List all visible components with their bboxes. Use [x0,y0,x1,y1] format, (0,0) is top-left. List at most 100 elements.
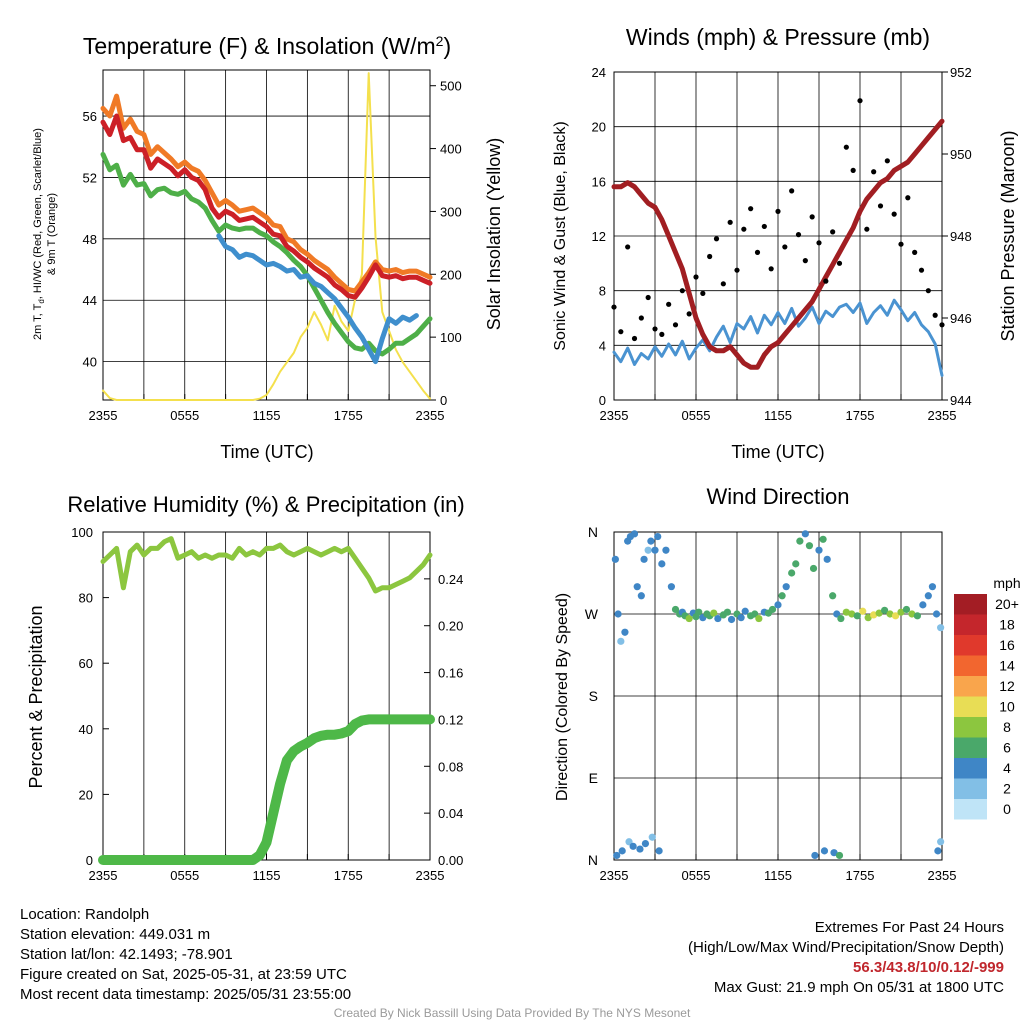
colorbar-label: 12 [999,678,1015,694]
wind-gust-point [836,260,843,266]
y-tick-label: 44 [83,293,97,308]
x-tick-label: 0555 [170,408,199,423]
direction-point [651,546,659,554]
colorbar-label: 8 [1003,719,1011,735]
direction-point [723,608,732,616]
direction-point [815,546,823,554]
direction-point [611,555,619,563]
station-pressure-line [611,118,945,370]
y2-tick-label: 0.20 [438,619,463,634]
colorbar-label: 18 [999,617,1015,633]
y2-tick-label: 500 [440,79,462,94]
x-tick-label: 1155 [764,868,792,883]
wind-gust-point [693,274,699,280]
temperature-y-axis-label: 2m T, Td, HI/WC (Red, Green, Scarlet/Blu… [32,128,46,340]
direction-point [848,610,856,618]
y-tick-label: 20 [79,787,93,802]
y-tick-label: 80 [79,591,93,606]
humidity-y-axis-label: Percent & Precipitation [26,605,46,788]
y2-tick-label: 100 [440,330,462,345]
y-tick-label: W [585,606,599,622]
x-tick-label: 2355 [600,408,629,423]
y2-tick-label: 0.04 [438,806,463,821]
credit-text: Created By Nick Bassill Using Data Provi… [333,1006,691,1020]
wind-gust-point [816,240,822,246]
temperature-series-line [216,233,419,365]
insolation-y2-axis-label: Solar Insolation (Yellow) [484,138,504,330]
wind-gust-point [918,267,925,273]
temperature-x-axis-label: Time (UTC) [220,442,313,462]
x-tick-label: 2355 [928,408,957,423]
y-tick-label: 40 [79,722,93,737]
wind-gust-point [871,169,877,175]
wind-gust-point [741,226,747,232]
colorbar-swatch [954,758,987,779]
direction-point [819,535,827,543]
direction-point [823,555,831,563]
direction-point [837,614,845,623]
direction-point [796,537,804,545]
temperature-series-line [100,113,433,300]
x-tick-label: 2355 [89,868,118,883]
direction-point [788,569,796,577]
direction-point [859,607,867,615]
direction-point [820,847,829,855]
x-tick-label: 1155 [764,408,792,423]
wind-gust-point [707,253,713,260]
x-tick-label: 2355 [600,868,629,883]
direction-point [842,608,850,616]
wind-gust-point [912,249,918,255]
direction-point [618,847,626,855]
x-tick-label: 1155 [253,868,281,883]
direction-title: Wind Direction [706,484,849,509]
max-gust-text: Max Gust: 21.9 mph On 05/31 at 1800 UTC [713,979,1004,996]
direction-point [908,610,916,618]
y2-tick-label: 0 [440,393,447,408]
direction-point [637,592,645,600]
y-tick-label: 20 [592,120,606,135]
pressure-y2-axis-label: Station Pressure (Maroon) [998,130,1018,341]
direction-point [919,601,927,609]
station-info: Location: Randolph Station elevation: 44… [20,905,351,1005]
colorbar-label: 10 [999,699,1015,715]
direction-point [937,838,945,846]
temperature-series-line [100,93,433,294]
wind-gust-point [618,329,624,335]
winds-y-axis-label: Sonic Wind & Gust (Blue, Black) [552,121,569,350]
wind-gust-point [939,322,945,328]
direction-point [630,530,639,538]
y-tick-label: 100 [71,525,93,540]
direction-point [924,592,932,600]
direction-point [613,851,621,860]
colorbar-label: 14 [999,658,1015,674]
direction-point [870,611,878,619]
colorbar-swatch [954,676,987,697]
wind-gust-point [625,244,631,250]
y-tick-label: 4 [599,338,606,353]
wind-gust-point [884,158,890,164]
wind-gust-point [700,290,706,296]
colorbar-swatch [954,594,987,615]
direction-point [621,628,629,636]
wind-gust-point [679,288,685,294]
temperature-series-line [100,151,433,357]
wind-gust-point [761,223,767,230]
direction-point [897,608,905,616]
y2-tick-label: 300 [440,204,462,219]
wind-gust-point [754,249,761,255]
x-tick-label: 2355 [928,868,957,883]
direction-point [617,637,625,645]
wind-gust-point [727,219,733,225]
winds-panel: Winds (mph) & Pressure (mb) Sonic Wind &… [552,24,1018,462]
wind-gust-point [823,278,829,284]
y-tick-label: 48 [83,232,97,247]
direction-point [774,601,782,609]
wind-gust-point [748,206,754,212]
y-tick-label: 12 [592,229,606,244]
direction-point [695,608,703,616]
created-text: Figure created on Sat, 2025-05-31, at 23… [20,966,347,983]
direction-point [811,851,819,860]
wind-gust-point [830,229,836,235]
direction-point [782,583,790,591]
direction-point [805,542,814,550]
